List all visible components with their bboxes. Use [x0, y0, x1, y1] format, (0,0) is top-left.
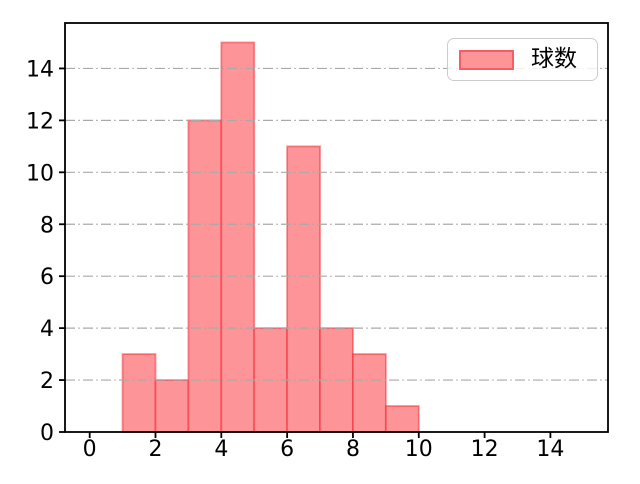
y-tick-label: 4 — [40, 317, 54, 342]
y-tick-label: 2 — [40, 369, 54, 394]
legend: 球数 — [447, 38, 598, 81]
histogram-bar — [384, 405, 420, 433]
x-tick-label: 8 — [346, 437, 360, 462]
y-tick-label: 14 — [26, 57, 54, 82]
plot-area-border — [64, 22, 609, 433]
histogram-bar — [220, 41, 256, 433]
x-tick-label: 12 — [471, 437, 499, 462]
y-tick-label: 12 — [26, 109, 54, 134]
histogram-bar — [352, 353, 387, 433]
x-tick-label: 0 — [83, 437, 97, 462]
y-tick-label: 8 — [40, 213, 54, 238]
legend-swatch-icon — [459, 49, 514, 70]
x-tick-label: 4 — [214, 437, 228, 462]
histogram-bar — [286, 145, 321, 433]
histogram-bar — [121, 353, 157, 433]
x-tick-label: 14 — [536, 437, 564, 462]
y-tick-label: 6 — [40, 265, 54, 290]
x-tick-label: 2 — [149, 437, 163, 462]
y-tick-label: 10 — [26, 161, 54, 186]
histogram-bar — [154, 379, 190, 433]
y-tick-label: 0 — [40, 421, 54, 446]
x-tick-label: 10 — [405, 437, 433, 462]
legend-label: 球数 — [531, 46, 577, 72]
x-tick-label: 6 — [280, 437, 294, 462]
